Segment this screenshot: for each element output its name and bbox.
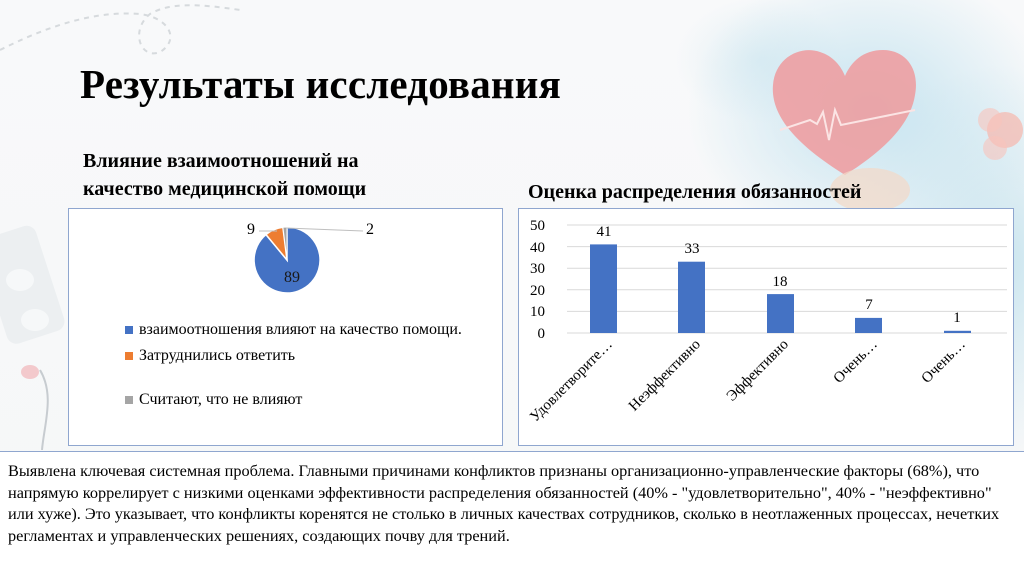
- bar-value: 41: [597, 224, 612, 240]
- pie-label-gray: 2: [366, 221, 374, 238]
- pie-chart-heading-line1: Влияние взаимоотношений на: [83, 150, 359, 172]
- bar-satisfactory: [590, 244, 617, 333]
- heart-decoration: [772, 50, 916, 175]
- bar-ineffective: [678, 261, 705, 333]
- legend-label: Считают, что не влияют: [139, 391, 303, 408]
- legend-label: взаимоотношения влияют на качество помощ…: [139, 321, 462, 338]
- flower-decoration: [978, 108, 1023, 160]
- dashed-swirl-decoration: [0, 4, 241, 55]
- y-tick: 20: [530, 283, 545, 299]
- bar-plot-area: 50 40 30 20 10 0 41 33 18 7 1 Удовлетвор…: [527, 218, 1007, 426]
- legend-swatch-orange: [125, 352, 133, 360]
- legend-swatch-blue: [125, 326, 133, 334]
- pie-legend: взаимоотношения влияют на качество помощ…: [125, 319, 485, 411]
- conclusion-text-box: Выявлена ключевая системная проблема. Гл…: [0, 451, 1024, 574]
- pill-blister-decoration: [0, 225, 65, 450]
- bars: [590, 244, 971, 333]
- bar-chart: 50 40 30 20 10 0 41 33 18 7 1 Удовлетвор…: [518, 208, 1014, 446]
- pie-label-orange: 9: [247, 221, 255, 238]
- pie-chart-heading: Влияние взаимоотношений на качество меди…: [83, 147, 366, 203]
- y-tick: 50: [530, 218, 545, 234]
- legend-item-no-influence: Считают, что не влияют: [125, 389, 485, 411]
- x-label: Очень…: [831, 337, 881, 387]
- hand-decoration: [830, 168, 910, 210]
- legend-swatch-gray: [125, 396, 133, 404]
- x-label: Очень…: [919, 337, 969, 387]
- bar-value: 18: [773, 274, 788, 290]
- x-label: Неэффективно: [626, 337, 704, 415]
- x-label: Эффективно: [724, 337, 792, 405]
- bar-chart-heading: Оценка распределения обязанностей: [528, 181, 862, 203]
- bar-effective: [767, 294, 794, 333]
- y-tick: 0: [538, 326, 546, 342]
- bar-value-labels: 41 33 18 7 1: [597, 224, 961, 326]
- legend-item-unsure: Затруднились ответить: [125, 345, 485, 367]
- conclusion-text: Выявлена ключевая системная проблема. Гл…: [8, 461, 1000, 545]
- pie-chart: 9 2 89 взаимоотношения влияют на качеств…: [68, 208, 503, 446]
- bar-very-1: [855, 317, 882, 333]
- pie-slice-gray: [282, 226, 288, 261]
- slide-title: Результаты исследования: [80, 61, 561, 107]
- y-tick: 30: [530, 261, 545, 277]
- y-tick: 10: [530, 304, 545, 320]
- y-axis-ticks: 50 40 30 20 10 0: [530, 218, 545, 342]
- legend-label: Затруднились ответить: [139, 347, 296, 364]
- bar-very-2: [944, 330, 971, 333]
- bar-value: 1: [953, 310, 961, 326]
- legend-item-influence: взаимоотношения влияют на качество помощ…: [125, 319, 485, 341]
- bar-value: 7: [865, 297, 873, 313]
- pie-plot-area: 9 2 89: [247, 221, 374, 294]
- x-axis-labels: Удовлетворите… Неэффективно Эффективно О…: [527, 337, 969, 426]
- bar-value: 33: [685, 241, 700, 257]
- pie-chart-heading-line2: качество медицинской помощи: [83, 178, 367, 200]
- x-label: Удовлетворите…: [527, 337, 616, 426]
- y-tick: 40: [530, 240, 545, 256]
- pie-label-blue: 89: [284, 269, 300, 286]
